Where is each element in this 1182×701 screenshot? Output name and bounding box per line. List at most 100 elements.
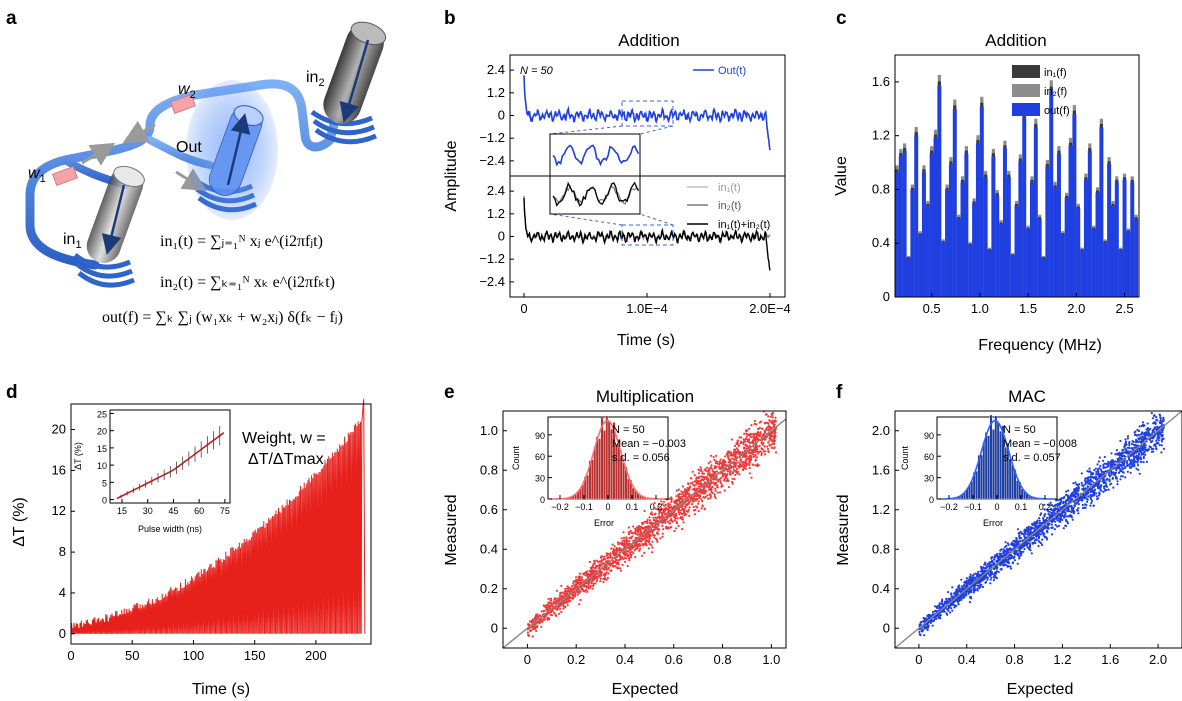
scatter-point (530, 626, 533, 629)
scatter-point (1067, 489, 1070, 492)
scatter-point (976, 573, 979, 576)
d-x-label: 0 (67, 648, 74, 663)
scatter-point (1060, 518, 1063, 521)
scatter-point (1103, 487, 1106, 490)
scatter-point (765, 426, 769, 429)
scatter-point (591, 587, 594, 590)
scatter-point (960, 587, 964, 591)
scatter-point (736, 439, 740, 442)
bar-out-f (956, 218, 961, 297)
c-x-label: 0.5 (923, 301, 941, 316)
scatter-point (771, 416, 774, 419)
histogram-bar (1008, 458, 1012, 500)
scatter-point (1103, 478, 1106, 481)
scatter-point (697, 482, 700, 485)
scatter-point (1115, 469, 1118, 472)
scatter-point (1103, 455, 1106, 459)
chart-d-inset-frame (109, 409, 231, 504)
scatter-point (547, 616, 550, 620)
scatter-point (1156, 432, 1159, 436)
scatter-point (616, 566, 619, 569)
scatter-y-label: 0.6 (480, 502, 498, 517)
scatter-point (556, 608, 559, 611)
scatter-point (621, 556, 624, 559)
scatter-point (647, 547, 650, 550)
scatter-point (1127, 450, 1130, 453)
scatter-point (541, 620, 544, 623)
scatter-point (1136, 448, 1139, 452)
scatter-point (1126, 464, 1129, 467)
scatter-point (961, 585, 964, 588)
scatter-point (1090, 476, 1093, 479)
scatter-point (646, 522, 649, 525)
scatter-point (1102, 471, 1105, 474)
scatter-point (1142, 451, 1145, 454)
bar-out-f (902, 150, 907, 297)
scatter-point (733, 477, 736, 481)
scatter-point (632, 552, 635, 555)
scatter-point (637, 525, 641, 528)
scatter-point (979, 573, 983, 577)
histogram-bar (996, 422, 1000, 500)
scatter-point (1100, 472, 1103, 476)
scatter-point (572, 596, 575, 599)
chart-e-y-ticks: 00.20.40.60.81.0 (480, 423, 507, 635)
panel-letter-a: a (6, 8, 17, 29)
scatter-point (980, 567, 983, 570)
scatter-point (698, 485, 701, 488)
scatter-point (681, 516, 684, 519)
scatter-point (747, 433, 750, 436)
scatter-point (705, 490, 708, 493)
scatter-point (731, 457, 734, 460)
scatter-point (547, 608, 550, 611)
scatter-point (653, 513, 657, 516)
scatter-point (770, 446, 774, 449)
scatter-point (692, 488, 695, 491)
scatter-point (652, 530, 655, 533)
scatter-point (693, 513, 697, 516)
scatter-point (1041, 543, 1044, 547)
scatter-point (606, 557, 609, 560)
legend-label-out: Out(t) (718, 65, 746, 77)
bar-out-f (1060, 234, 1065, 297)
scatter-point (551, 609, 554, 612)
scatter-point (718, 460, 721, 463)
scatter-point (709, 496, 712, 500)
scatter-point (1034, 532, 1037, 536)
scatter-point (1031, 526, 1034, 530)
scatter-point (712, 455, 715, 459)
scatter-point (564, 589, 567, 593)
legend-label-in2-f: in₂(f) (1044, 86, 1067, 98)
scatter-point (636, 543, 639, 546)
panel-e: e Multiplication 00.20.40.60.81.0 0 0.2 0.… (443, 382, 787, 698)
scatter-point (1016, 562, 1019, 565)
scatter-point (657, 505, 660, 508)
chart-d-y-label: ΔT (%) (11, 497, 28, 547)
scatter-point (721, 464, 724, 467)
b-top-y-label: 1.2 (487, 85, 505, 100)
scatter-point (1123, 464, 1126, 467)
bar-out-f (1103, 242, 1108, 297)
scatter-point (1065, 515, 1069, 518)
scatter-point (1046, 516, 1049, 520)
scatter-point (928, 615, 931, 618)
scatter-point (699, 466, 702, 469)
scatter-point (685, 503, 688, 506)
scatter-point (703, 507, 706, 510)
scatter-point (644, 542, 648, 545)
scatter-point (754, 464, 757, 467)
scatter-point (1096, 497, 1099, 500)
scatter-point (569, 599, 572, 603)
scatter-point (622, 536, 626, 540)
scatter-point (970, 585, 973, 589)
scatter-point (1047, 512, 1050, 516)
scatter-point (1142, 436, 1145, 439)
scatter-point (659, 508, 663, 511)
scatter-point (709, 493, 712, 496)
d-y-label: 12 (52, 503, 66, 518)
inset-y-label: 90 (535, 431, 545, 441)
scatter-x-label: 2.0 (1149, 652, 1167, 667)
scatter-point (1142, 461, 1145, 464)
scatter-point (1027, 539, 1030, 542)
scatter-point (1098, 456, 1101, 459)
